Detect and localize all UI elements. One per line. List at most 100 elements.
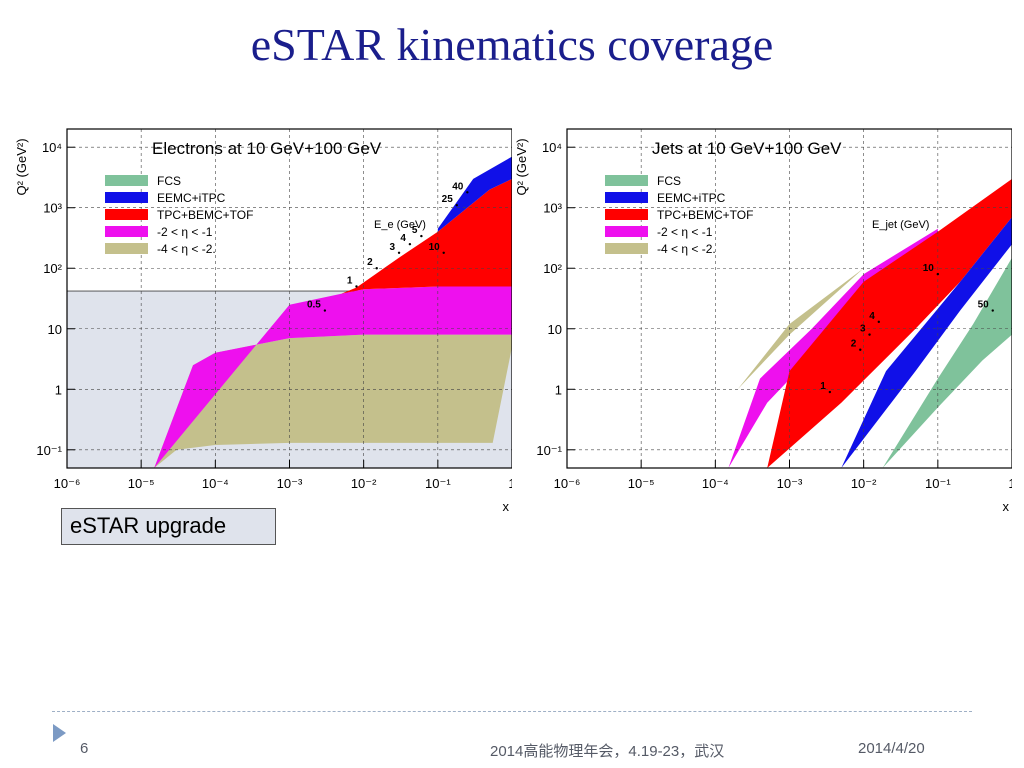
jets-curve-label: 50 — [978, 300, 990, 311]
electrons-y-tick-label: 10 — [48, 322, 62, 337]
jets-band-tpc-bemc-tof — [767, 178, 1012, 468]
jets-band-eemc-itpc — [841, 217, 1012, 468]
electrons-plot-svg: 0.5 1 2 345 10 25 40 10⁻⁶ 10⁻⁵ 10⁻⁴ 10⁻³ 10⁻² 10⁻¹ 1 1… — [14, 128, 512, 514]
electrons-legend-swatch-tpc-bemc-tof — [105, 209, 148, 220]
jets-y-tick-label: 10³ — [543, 201, 562, 216]
jets-curve-label: 10 — [923, 263, 935, 274]
electrons-y-tick-label: 10³ — [43, 201, 62, 216]
electrons-curve-label: 1 — [347, 275, 353, 286]
electrons-legend-label-eemc-itpc: EEMC+iTPC — [157, 191, 226, 205]
jets-curve-label: 1 — [820, 381, 826, 392]
electrons-curve-label: 2 — [367, 257, 373, 268]
electrons-curve-label: 3 — [389, 242, 395, 253]
electrons-energy-title: E_e (GeV) — [374, 219, 426, 231]
electrons-curve-label: 4 — [400, 233, 406, 244]
jets-y-tick-label: 10 — [548, 322, 562, 337]
electrons-legend-label-2-1: -2 < η < -1 — [157, 225, 213, 239]
jets-x-tick-label: 10⁻¹ — [925, 476, 951, 491]
jets-y-tick-label: 10⁴ — [542, 140, 562, 155]
electrons-y-axis-label: Q² (GeV²) — [14, 138, 29, 195]
jets-y-tick-label: 10⁻¹ — [536, 443, 562, 458]
electrons-legend-swatch-4-2 — [105, 243, 148, 254]
jets-legend-swatch-tpc-bemc-tof — [605, 209, 648, 220]
jets-curve-label: 2 — [851, 339, 857, 350]
jets-curve-marker — [868, 333, 871, 336]
page-number: 6 — [80, 740, 89, 757]
jets-x-tick-label: 10⁻⁶ — [554, 476, 581, 491]
electrons-legend-swatch-2-1 — [105, 226, 148, 237]
electrons-y-tick-label: 10⁴ — [42, 140, 62, 155]
jets-curve-label: 3 — [860, 324, 866, 335]
jets-legend-swatch-4-2 — [605, 243, 648, 254]
electrons-curve-marker — [420, 234, 423, 238]
jets-legend-swatch-fcs — [605, 175, 648, 186]
electrons-chart-title: Electrons at 10 GeV+100 GeV — [152, 139, 382, 158]
electrons-curve-label: 0.5 — [307, 300, 321, 311]
electrons-curve-marker — [442, 251, 445, 254]
jets-curve-label: 4 — [869, 311, 875, 322]
electrons-curve-marker — [466, 191, 469, 194]
jets-curve-marker — [936, 272, 940, 276]
electrons-x-tick-label: 10⁻⁶ — [54, 476, 81, 491]
electrons-legend-label-fcs: FCS — [157, 174, 181, 188]
jets-legend-label-tpc-bemc-tof: TPC+BEMC+TOF — [657, 208, 753, 222]
electrons-legend-label-tpc-bemc-tof: TPC+BEMC+TOF — [157, 208, 253, 222]
electrons-legend-swatch-fcs — [105, 175, 148, 186]
jets-chart-title: Jets at 10 GeV+100 GeV — [652, 139, 842, 158]
electrons-legend-label-4-2: -4 < η < -2. — [157, 242, 216, 256]
electrons-x-tick-label: 1 — [508, 476, 512, 491]
jets-curve-marker — [859, 348, 862, 351]
electrons-x-tick-label: 10⁻¹ — [425, 476, 451, 491]
electrons-x-tick-label: 10⁻² — [351, 476, 377, 491]
electrons-x-axis-label: x — [503, 499, 510, 514]
electrons-curve-label: 40 — [452, 181, 464, 192]
jets-curve-marker — [877, 320, 881, 324]
electrons-band-eemc-itpc — [437, 156, 512, 232]
footer-date: 2014/4/20 — [858, 740, 925, 757]
electrons-band-4-2 — [154, 334, 512, 468]
jets-legend-label-2-1: -2 < η < -1 — [657, 225, 713, 239]
electrons-band-2-1 — [154, 286, 512, 468]
jets-legend-label-fcs: FCS — [657, 174, 681, 188]
footer-divider — [52, 711, 972, 712]
electrons-y-tick-label: 10² — [43, 261, 62, 276]
jets-curve-marker — [828, 390, 832, 394]
jets-grid — [567, 129, 1012, 468]
jets-plot-svg: 1 234 10 50 10⁻⁶ 10⁻⁵ 10⁻⁴ 10⁻³ 10⁻² 10⁻¹ 1 10⁻¹ 1 10… — [514, 128, 1012, 514]
electrons-y-tick-label: 10⁻¹ — [36, 443, 62, 458]
jets-x-tick-label: 10⁻⁴ — [702, 476, 729, 491]
estar-upgrade-label: eSTAR upgrade — [61, 508, 276, 545]
jets-x-tick-label: 10⁻³ — [777, 476, 803, 491]
jets-x-tick-label: 1 — [1008, 476, 1012, 491]
jets-y-tick-label: 10² — [543, 261, 562, 276]
electrons-curve-marker — [397, 251, 401, 254]
jets-kinematics-plot: 1 234 10 50 10⁻⁶ 10⁻⁵ 10⁻⁴ 10⁻³ 10⁻² 10⁻¹ 1 10⁻¹ 1 10… — [512, 126, 1012, 518]
jets-legend: FCS EEMC+iTPC TPC+BEMC+TOF -2 < η < -1 -4 < … — [605, 174, 753, 256]
jets-y-axis-label: Q² (GeV²) — [514, 138, 529, 195]
electrons-curve-marker — [408, 242, 412, 246]
electrons-curve-marker — [355, 285, 358, 288]
electrons-kinematics-plot: 0.5 1 2 345 10 25 40 10⁻⁶ 10⁻⁵ 10⁻⁴ 10⁻³ 10⁻² 10⁻¹ 1 1… — [12, 126, 512, 518]
electrons-x-tick-label: 10⁻³ — [277, 476, 303, 491]
electrons-curve-label: 25 — [442, 194, 454, 205]
electrons-curve-label: 5 — [412, 225, 418, 236]
electrons-legend-swatch-eemc-itpc — [105, 192, 148, 203]
jets-energy-title: E_jet (GeV) — [872, 219, 929, 231]
jets-curve-marker — [991, 309, 994, 312]
electrons-x-tick-label: 10⁻⁵ — [128, 476, 155, 491]
jets-x-tick-label: 10⁻² — [851, 476, 877, 491]
slide-title: eSTAR kinematics coverage — [250, 19, 774, 70]
electrons-curve-marker — [375, 267, 378, 270]
jets-legend-swatch-2-1 — [605, 226, 648, 237]
electrons-curve-label: 10 — [429, 242, 441, 253]
electrons-curve-marker — [323, 309, 327, 312]
jets-data-layer — [693, 178, 1012, 468]
jets-legend-swatch-eemc-itpc — [605, 192, 648, 203]
nav-arrow-icon[interactable] — [53, 724, 66, 742]
jets-legend-label-eemc-itpc: EEMC+iTPC — [657, 191, 726, 205]
jets-legend-label-4-2: -4 < η < -2. — [657, 242, 716, 256]
jets-y-tick-label: 1 — [555, 382, 562, 397]
jets-x-axis-label: x — [1003, 499, 1010, 514]
electrons-y-tick-label: 1 — [55, 382, 62, 397]
electrons-legend: FCS EEMC+iTPC TPC+BEMC+TOF -2 < η < -1 -4 < … — [105, 174, 253, 256]
